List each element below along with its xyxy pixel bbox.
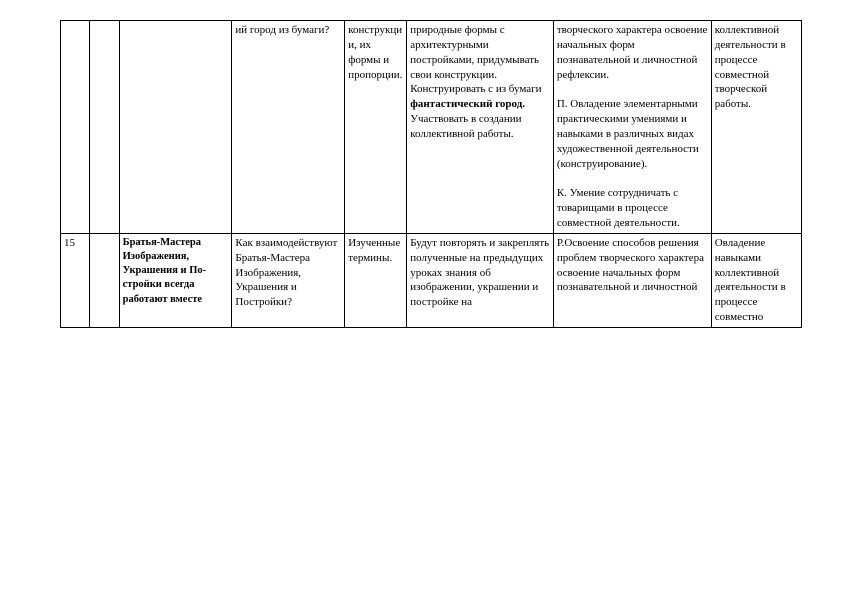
cell-theme [119,21,232,234]
cell-result: Овладение навыками коллективной деятельн… [711,233,801,327]
cell-question: Как взаимодействуют Братья-Мастера Изобр… [232,233,345,327]
table-row: 15 Братья-Мастера Изображения, Украшения… [61,233,802,327]
cell-activity: природные формы с архитектурными построй… [407,21,554,234]
activity-bold: фантастический город. [410,98,525,110]
cell-question: ий город из бумаги? [232,21,345,234]
cell-num: 15 [61,233,90,327]
cell-terms: Изученные термины. [345,233,407,327]
activity-text-1: природные формы с архитектурными построй… [410,24,541,95]
curriculum-table: ий город из бумаги? конструкции, их форм… [60,20,802,328]
cell-theme: Братья-Мастера Изображения, Украшения и … [119,233,232,327]
document-page: ий город из бумаги? конструкции, их форм… [0,0,842,348]
cell-result: коллективной деятельности в процессе сов… [711,21,801,234]
cell-activity: Будут повторять и закреплять полученные … [407,233,554,327]
cell-uud: творческого характера освоение начальных… [553,21,711,234]
cell-blank [90,21,119,234]
activity-text-2: Участвовать в создании коллективной рабо… [410,113,521,140]
cell-blank [90,233,119,327]
cell-terms: конструкции, их формы и пропорции. [345,21,407,234]
table-row: ий город из бумаги? конструкции, их форм… [61,21,802,234]
cell-num [61,21,90,234]
cell-uud: Р.Освоение способов решения проблем твор… [553,233,711,327]
